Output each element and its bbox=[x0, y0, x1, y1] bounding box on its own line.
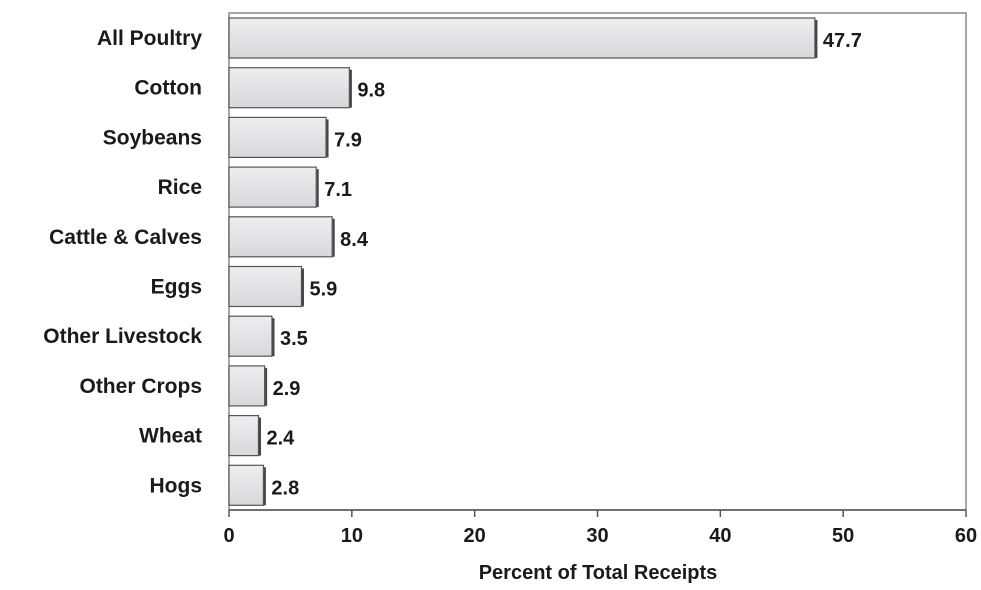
bar-other-crops bbox=[228, 365, 266, 407]
category-label-all-poultry: All Poultry bbox=[97, 27, 202, 50]
value-label-wheat: 2.4 bbox=[266, 428, 295, 450]
category-label-other-livestock: Other Livestock bbox=[43, 325, 202, 348]
value-label-all-poultry: 47.7 bbox=[823, 30, 862, 52]
value-label-eggs: 5.9 bbox=[309, 279, 337, 301]
bar-cotton bbox=[228, 67, 350, 109]
x-tick-label-10: 10 bbox=[341, 525, 363, 547]
value-label-hogs: 2.8 bbox=[271, 477, 299, 499]
bars-layer bbox=[228, 17, 818, 506]
bar-other-livestock bbox=[228, 315, 273, 357]
bar-rice bbox=[228, 166, 317, 208]
value-label-cotton: 9.8 bbox=[357, 80, 385, 102]
value-labels: 47.7 9.8 7.9 7.1 8.4 5.9 3.5 2.9 2.4 2.8 bbox=[266, 30, 861, 499]
bar-hogs bbox=[228, 464, 264, 506]
value-label-soybeans: 7.9 bbox=[334, 129, 362, 151]
value-label-cattle-and-calves: 8.4 bbox=[340, 229, 369, 251]
x-tick-label-30: 30 bbox=[586, 525, 608, 547]
x-axis-title: Percent of Total Receipts bbox=[479, 562, 718, 584]
x-tick-label-0: 0 bbox=[223, 525, 234, 547]
x-tick-label-20: 20 bbox=[464, 525, 486, 547]
category-label-soybeans: Soybeans bbox=[103, 126, 202, 149]
x-tick-label-50: 50 bbox=[832, 525, 854, 547]
x-tick-label-60: 60 bbox=[955, 525, 977, 547]
category-label-rice: Rice bbox=[158, 176, 202, 199]
bar-eggs bbox=[228, 265, 303, 308]
category-label-hogs: Hogs bbox=[150, 474, 203, 497]
category-label-wheat: Wheat bbox=[139, 425, 202, 448]
category-label-cattle-and-calves: Cattle & Calves bbox=[49, 226, 202, 249]
category-labels: All Poultry Cotton Soybeans Rice Cattle & Ca… bbox=[43, 27, 202, 497]
category-label-other-crops: Other Crops bbox=[79, 375, 202, 398]
bar-all-poultry bbox=[228, 17, 816, 59]
category-label-cotton: Cotton bbox=[134, 77, 202, 100]
x-axis: 0 10 20 30 40 50 60 bbox=[223, 509, 977, 547]
category-label-eggs: Eggs bbox=[151, 276, 202, 299]
x-tick-label-40: 40 bbox=[709, 525, 731, 547]
value-label-other-crops: 2.9 bbox=[273, 378, 301, 400]
bar-soybeans bbox=[228, 116, 327, 159]
value-label-other-livestock: 3.5 bbox=[280, 328, 308, 350]
bar-wheat bbox=[228, 415, 260, 457]
value-label-rice: 7.1 bbox=[324, 179, 352, 201]
bar-cattle-and-calves bbox=[228, 216, 333, 258]
